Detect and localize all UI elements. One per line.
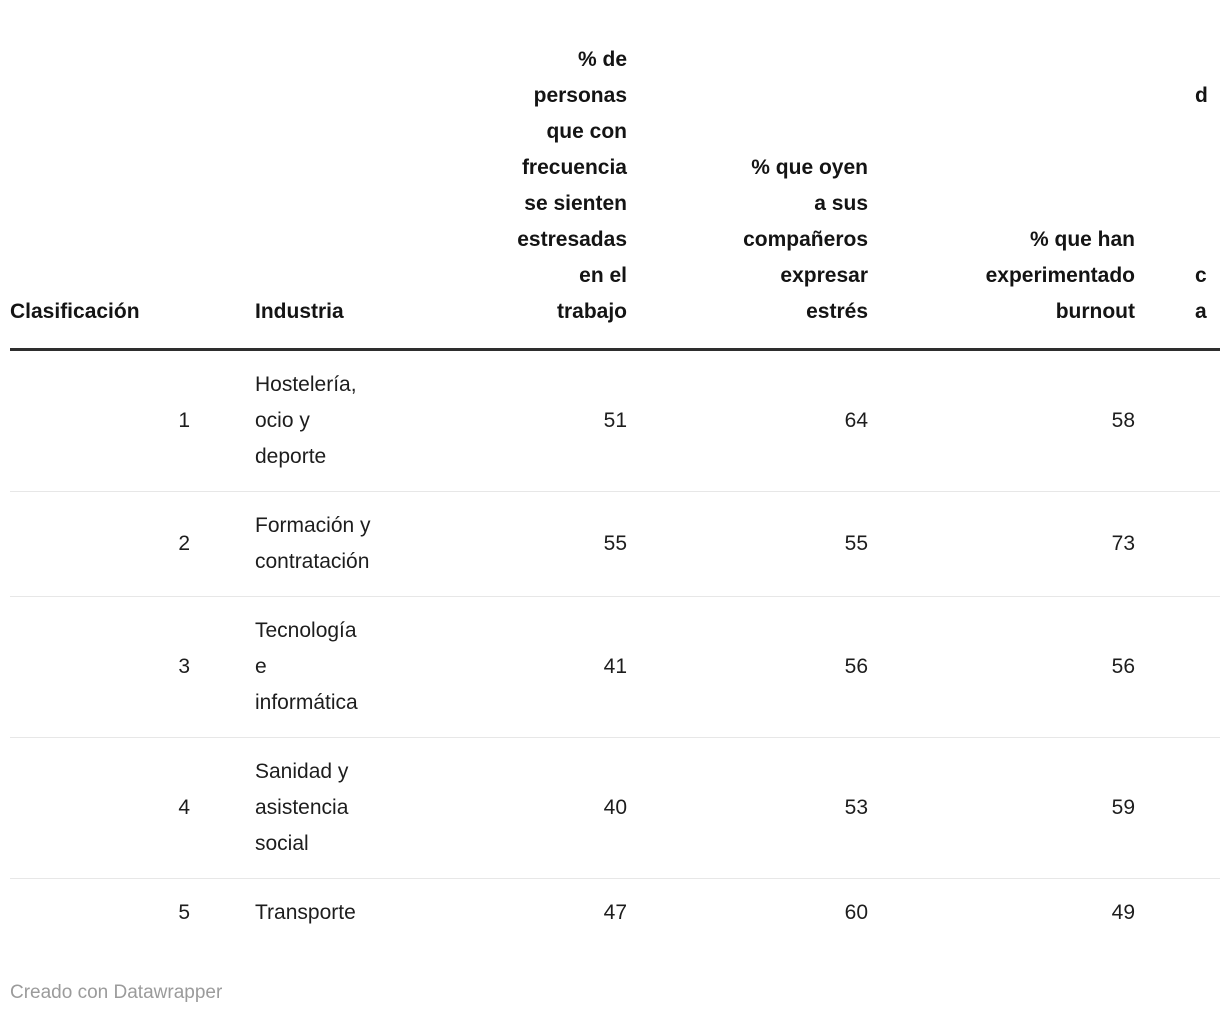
clipped-value-cell [1135, 879, 1220, 948]
rank-cell: 5 [178, 901, 190, 924]
table-row: 2 Formación y contratación 55 55 73 [10, 491, 1220, 597]
table-row: 5 Transporte 47 60 49 [10, 879, 1220, 948]
table-row: 1 Hostelería, ocio y deporte 51 64 58 [10, 349, 1220, 492]
stress-value-cell: 41 [440, 596, 627, 738]
table-row: 3 Tecnología e informática 41 56 56 [10, 596, 1220, 738]
column-header-burnout: % que han experimentado burnout [868, 0, 1135, 351]
table-footer: Creado con Datawrapper [10, 982, 1220, 1004]
industry-cell: Transporte [255, 901, 356, 924]
hear-value-cell: 53 [627, 737, 868, 879]
hear-value-cell: 56 [627, 596, 868, 738]
column-header-companeros-estres: % que oyen a sus compañeros expresar est… [627, 0, 868, 351]
rank-cell: 3 [10, 596, 190, 738]
rank-cell: 1 [10, 349, 190, 492]
column-header-clipped [1135, 0, 1220, 351]
stress-value-cell: 47 [603, 901, 627, 924]
column-header-industria: Industria [190, 0, 440, 351]
clipped-value-cell [1135, 349, 1220, 492]
datawrapper-credit-link[interactable]: Creado con Datawrapper [10, 982, 223, 1003]
clipped-column-header-fragments: d c a [1195, 84, 1208, 323]
burnout-value-cell: 59 [868, 737, 1135, 879]
column-header-clasificacion: Clasificación [10, 0, 190, 351]
rank-cell: 2 [10, 491, 190, 597]
burnout-value-cell: 49 [1111, 901, 1135, 924]
industry-cell: Formación y contratación [190, 491, 440, 597]
rank-cell: 4 [10, 737, 190, 879]
stress-value-cell: 51 [440, 349, 627, 492]
stress-value-cell: 55 [440, 491, 627, 597]
clipped-value-cell [1135, 491, 1220, 597]
industry-cell: Hostelería, ocio y deporte [190, 349, 440, 492]
hear-value-cell: 60 [844, 901, 868, 924]
industry-cell: Tecnología e informática [190, 596, 440, 738]
industry-cell: Sanidad y asistencia social [190, 737, 440, 879]
clipped-value-cell [1135, 737, 1220, 879]
burnout-value-cell: 58 [868, 349, 1135, 492]
header-row: Clasificación Industria % de personas qu… [10, 0, 1220, 351]
burnout-value-cell: 56 [868, 596, 1135, 738]
hear-value-cell: 55 [627, 491, 868, 597]
hear-value-cell: 64 [627, 349, 868, 492]
clipped-value-cell [1135, 596, 1220, 738]
table-row: 4 Sanidad y asistencia social 40 53 59 [10, 737, 1220, 879]
burnout-value-cell: 73 [868, 491, 1135, 597]
column-header-estres-frecuente: % de personas que con frecuencia se sien… [440, 0, 627, 351]
stress-by-industry-table: Clasificación Industria % de personas qu… [10, 0, 1220, 947]
stress-value-cell: 40 [440, 737, 627, 879]
